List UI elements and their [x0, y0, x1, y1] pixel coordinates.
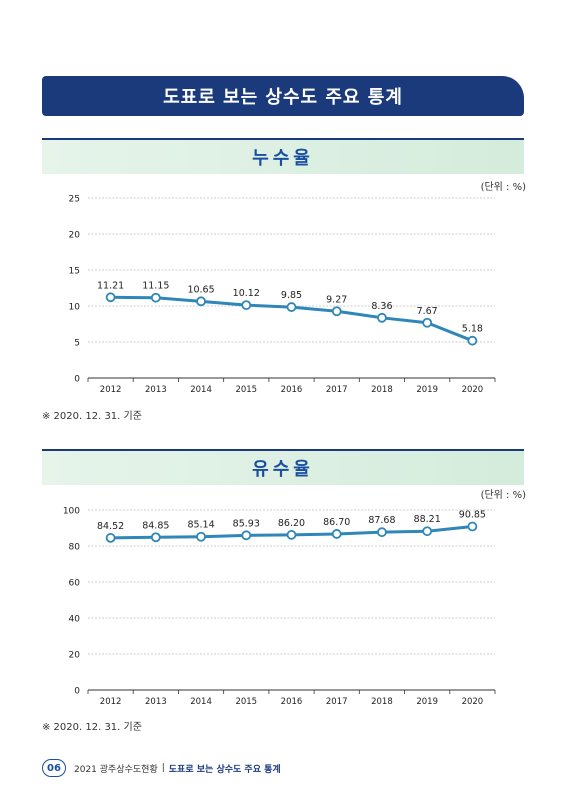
- chart2-x-tick-label: 2014: [190, 697, 212, 707]
- chart2-x-tick-label: 2020: [462, 697, 484, 707]
- chart1-data-point: [331, 306, 342, 317]
- chart2-header: 유수율: [42, 449, 524, 485]
- chart1-x-tick-label: 2020: [462, 385, 484, 395]
- chart2-data-label: 86.20: [278, 518, 305, 529]
- chart2-x-tick-label: 2016: [281, 697, 303, 707]
- chart2-x-tick-label: 2017: [326, 697, 348, 707]
- chart2-y-tick-label: 40: [69, 615, 81, 625]
- chart2-data-point: [241, 530, 252, 541]
- chart2-data-label: 84.85: [142, 520, 169, 531]
- chart1-y-tick-label: 5: [74, 339, 80, 349]
- chart1-data-label: 11.21: [97, 280, 124, 291]
- chart1-data-label: 9.85: [281, 290, 302, 301]
- chart2-data-label: 87.68: [368, 515, 395, 526]
- chart2-x-tick-label: 2018: [371, 697, 393, 707]
- chart2-data-label: 90.85: [459, 509, 486, 520]
- chart1-data-point: [377, 312, 387, 323]
- chart2-note: ※ 2020. 12. 31. 기준: [42, 722, 142, 733]
- leakage-rate-chart: 0 5 10 15 20 25 2012 2013 2014 2015 2016 2017 2018 20…: [69, 195, 496, 395]
- chart1-x-tick-label: 2017: [326, 385, 348, 395]
- footer-publication: 2021 광주상수도현황: [74, 764, 158, 775]
- chart1-y-tick-label: 10: [69, 303, 81, 313]
- chart2-data-point: [467, 521, 478, 532]
- chart1-data-label: 11.15: [142, 281, 169, 292]
- chart1-data-label: 5.18: [462, 324, 483, 335]
- chart2-title: 유수율: [252, 459, 314, 480]
- chart2-data-point: [286, 529, 297, 540]
- chart1-y-tick-label: 15: [69, 267, 80, 277]
- chart1-data-label: 8.36: [371, 301, 392, 312]
- revenue-water-rate-chart: 0 20 40 60 80 100 2012 2013 2014 2015 2016 2017 2018…: [63, 507, 496, 707]
- chart1-data-label: 9.27: [326, 294, 347, 305]
- page-title-banner: 도표로 보는 상수도 주요 통계: [42, 76, 524, 116]
- chart2-x-tick-label: 2013: [145, 697, 167, 707]
- chart2-data-label: 88.21: [414, 514, 441, 525]
- footer-section: 도표로 보는 상수도 주요 통계: [168, 764, 281, 775]
- chart1-y-tick-label: 20: [69, 231, 81, 241]
- chart2-data-point: [150, 532, 161, 543]
- chart2-data-point: [105, 532, 116, 543]
- chart1-data-label: 10.65: [187, 284, 214, 295]
- chart1-data-point: [467, 335, 478, 346]
- chart2-data-label: 85.93: [233, 518, 260, 529]
- footer-separator: |: [161, 763, 165, 773]
- chart2-data-point: [422, 526, 433, 537]
- chart1-data-point: [422, 317, 433, 328]
- chart2-data-label: 85.14: [187, 520, 214, 531]
- chart1-unit: (단위 : %): [480, 182, 526, 193]
- chart2-y-tick-label: 100: [63, 507, 80, 517]
- chart1-title: 누수율: [252, 148, 314, 169]
- page-title: 도표로 보는 상수도 주요 통계: [163, 87, 403, 108]
- chart2-y-tick-label: 20: [69, 651, 81, 661]
- page-number: 06: [42, 759, 66, 777]
- chart1-x-tick-label: 2019: [416, 385, 438, 395]
- chart1-data-point: [196, 296, 206, 307]
- chart1-x-tick-label: 2014: [190, 385, 212, 395]
- chart2-y-tick-label: 80: [69, 543, 81, 553]
- chart1-data-label: 10.12: [233, 288, 260, 299]
- chart1-x-tick-label: 2013: [145, 385, 167, 395]
- chart1-data-label: 7.67: [417, 306, 438, 317]
- chart2-x-tick-label: 2012: [100, 697, 122, 707]
- chart2-y-tick-label: 0: [74, 687, 80, 697]
- chart2-x-tick-label: 2015: [235, 697, 257, 707]
- chart1-data-point: [150, 292, 161, 303]
- chart1-data-point: [241, 300, 252, 311]
- chart1-note: ※ 2020. 12. 31. 기준: [42, 411, 142, 422]
- chart2-data-point: [331, 529, 342, 539]
- chart1-x-tick-label: 2012: [100, 385, 122, 395]
- chart1-y-tick-label: 25: [69, 195, 80, 205]
- chart2-y-tick-label: 60: [69, 579, 81, 589]
- chart2-data-point: [377, 527, 387, 538]
- chart1-x-tick-label: 2018: [371, 385, 393, 395]
- chart2-x-tick-label: 2019: [416, 697, 438, 707]
- chart2-data-point: [196, 531, 206, 542]
- chart1-header: 누수율: [42, 138, 524, 174]
- page-footer: 06 2021 광주상수도현황 | 도표로 보는 상수도 주요 통계: [42, 759, 281, 777]
- chart2-data-label: 84.52: [97, 521, 124, 532]
- chart2-data-label: 86.70: [323, 517, 350, 528]
- chart1-x-tick-label: 2015: [235, 385, 257, 395]
- chart1-x-tick-label: 2016: [281, 385, 303, 395]
- chart1-y-tick-label: 0: [74, 375, 80, 385]
- chart2-unit: (단위 : %): [480, 490, 526, 501]
- chart1-data-point: [286, 302, 297, 312]
- chart1-data-point: [105, 292, 116, 303]
